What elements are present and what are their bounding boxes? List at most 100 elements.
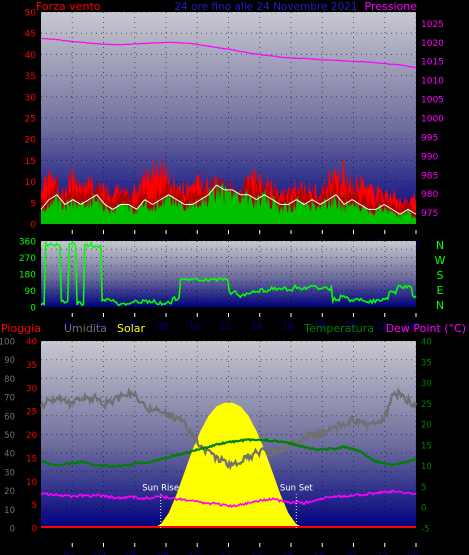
temperature-axis-tick-label: 30 (421, 379, 432, 389)
humidity-line (39, 386, 418, 471)
rain-axis-tick-label: 5 (32, 501, 37, 511)
wind-axis-tick-label: 0 (30, 221, 36, 231)
legend-solar: Solar (117, 322, 146, 335)
temperature-axis-tick-label: 35 (421, 358, 432, 368)
x-tick-label: 20 (344, 551, 356, 555)
humidity-axis-tick-label: 80 (4, 375, 15, 385)
x-tick-label: 10 (188, 551, 200, 555)
temperature-axis-tick-label: -5 (421, 525, 429, 535)
humidity-axis-tick-label: 0 (10, 525, 15, 535)
x-tick-label: 20 (344, 321, 356, 332)
wind-axis-tick-label: 5 (30, 199, 36, 209)
legend-dewpoint: Dew Point (°C) (386, 322, 466, 335)
direction-axis-tick-label: 90 (25, 287, 37, 297)
x-tick-label: 14 (251, 321, 263, 332)
x-tick-label: 06 (126, 321, 138, 332)
direction-axis-tick-label: 180 (19, 271, 36, 281)
sunrise-label: Sun Rise (142, 483, 179, 493)
temperature-line (40, 437, 417, 469)
temperature-axis-tick-label: 20 (421, 421, 432, 431)
x-tick-label: 10 (188, 321, 200, 332)
humidity-axis-tick-label: 30 (4, 468, 15, 478)
humidity-axis-tick-label: 20 (4, 487, 15, 497)
compass-label: N (436, 299, 444, 312)
direction-axis-tick-label: 0 (30, 304, 36, 314)
x-tick-label: 22 (376, 551, 388, 555)
pressure-axis-title: Pressione (365, 0, 418, 13)
x-tick-label: 06 (126, 551, 138, 555)
wind-axis-title: Forza vento (36, 0, 101, 13)
compass-label: S (437, 269, 444, 282)
wind-axis-tick-label: 30 (25, 93, 37, 103)
rain-axis-tick-label: 0 (32, 525, 37, 535)
wind-average-area (41, 178, 416, 224)
x-tick-label: 16 (282, 321, 294, 332)
x-tick-label: 04 (94, 321, 106, 332)
x-tick-label: 18 (313, 551, 325, 555)
pressure-axis-tick-label: 1000 (421, 115, 444, 125)
wind-mean-line (40, 184, 417, 215)
x-tick-label: 14 (251, 551, 263, 555)
pressure-axis-tick-label: 1020 (421, 39, 444, 49)
sunset-label: Sun Set (280, 483, 313, 493)
pressure-axis-tick-label: 990 (421, 152, 438, 162)
temperature-axis-tick-label: 25 (421, 400, 432, 410)
rain-axis-tick-label: 10 (26, 478, 37, 488)
wind-pressure-panel: 0510152025303540455097598098599099510001… (25, 9, 445, 250)
legend-umidita: Umidita (64, 322, 107, 335)
humidity-axis-tick-label: 90 (4, 356, 15, 366)
wind-axis-tick-label: 50 (25, 9, 37, 19)
x-tick-label: 00 (407, 321, 419, 332)
wind-axis-tick-label: 40 (25, 51, 37, 61)
x-tick-label: 04 (94, 551, 106, 555)
x-tick-label: 22 (376, 321, 388, 332)
pressure-line (40, 37, 416, 69)
humidity-axis-tick-label: 70 (4, 394, 15, 404)
rain-axis-tick-label: 40 (26, 338, 37, 348)
temperature-axis-tick-label: 5 (421, 483, 426, 493)
x-tick-label: 00 (407, 551, 419, 555)
rain-axis-tick-label: 30 (26, 384, 37, 394)
direction-axis-tick-label: 360 (19, 238, 36, 248)
wind-direction-plot-area (41, 241, 416, 307)
x-tick-label: 12 (219, 321, 231, 332)
wind-axis-tick-label: 45 (25, 30, 36, 40)
x-tick-label: 08 (157, 321, 169, 332)
temperature-axis-tick-label: 10 (421, 462, 432, 472)
rain-axis-tick-label: 25 (26, 408, 37, 418)
temperature-axis-tick-label: 0 (421, 504, 426, 514)
rain-axis-tick-label: 15 (26, 454, 37, 464)
wind-axis-tick-label: 10 (25, 178, 37, 188)
wind-axis-tick-label: 20 (25, 136, 37, 146)
legend-temperatura: Temperatura (303, 322, 374, 335)
rain-temp-panel: Sun Rise Sun Set 010203040506070809010005… (0, 338, 432, 555)
wind-axis-tick-label: 25 (25, 115, 36, 125)
direction-axis-tick-label: 270 (19, 254, 36, 264)
wind-axis-tick-label: 35 (25, 72, 36, 82)
humidity-axis-tick-label: 40 (4, 450, 15, 460)
dewpoint-line (40, 489, 417, 508)
pressure-axis-tick-label: 980 (421, 190, 438, 200)
pressure-axis-tick-label: 995 (421, 133, 438, 143)
humidity-axis-tick-label: 100 (0, 338, 15, 348)
legend-pioggia: Pioggia (1, 322, 41, 335)
compass-label: N (436, 239, 444, 252)
x-tick-label: 02 (63, 551, 75, 555)
pressure-axis-tick-label: 1005 (421, 96, 444, 106)
wind-direction-line (40, 240, 417, 307)
compass-label: E (437, 284, 444, 297)
pressure-axis-tick-label: 975 (421, 209, 438, 219)
x-tick-label: 12 (219, 551, 231, 555)
rain-axis-tick-label: 20 (26, 431, 37, 441)
pressure-axis-tick-label: 1010 (421, 77, 444, 87)
pressure-axis-tick-label: 1015 (421, 58, 444, 68)
compass-label: W (435, 254, 446, 267)
chart-period-title: 24 ore fino alle 24 Novembre 2021 (174, 1, 357, 13)
pressure-axis-tick-label: 985 (421, 171, 438, 181)
rain-axis-tick-label: 35 (26, 361, 37, 371)
wind-axis-tick-label: 15 (25, 157, 36, 167)
pressure-axis-tick-label: 1025 (421, 20, 444, 30)
temperature-axis-tick-label: 15 (421, 441, 432, 451)
